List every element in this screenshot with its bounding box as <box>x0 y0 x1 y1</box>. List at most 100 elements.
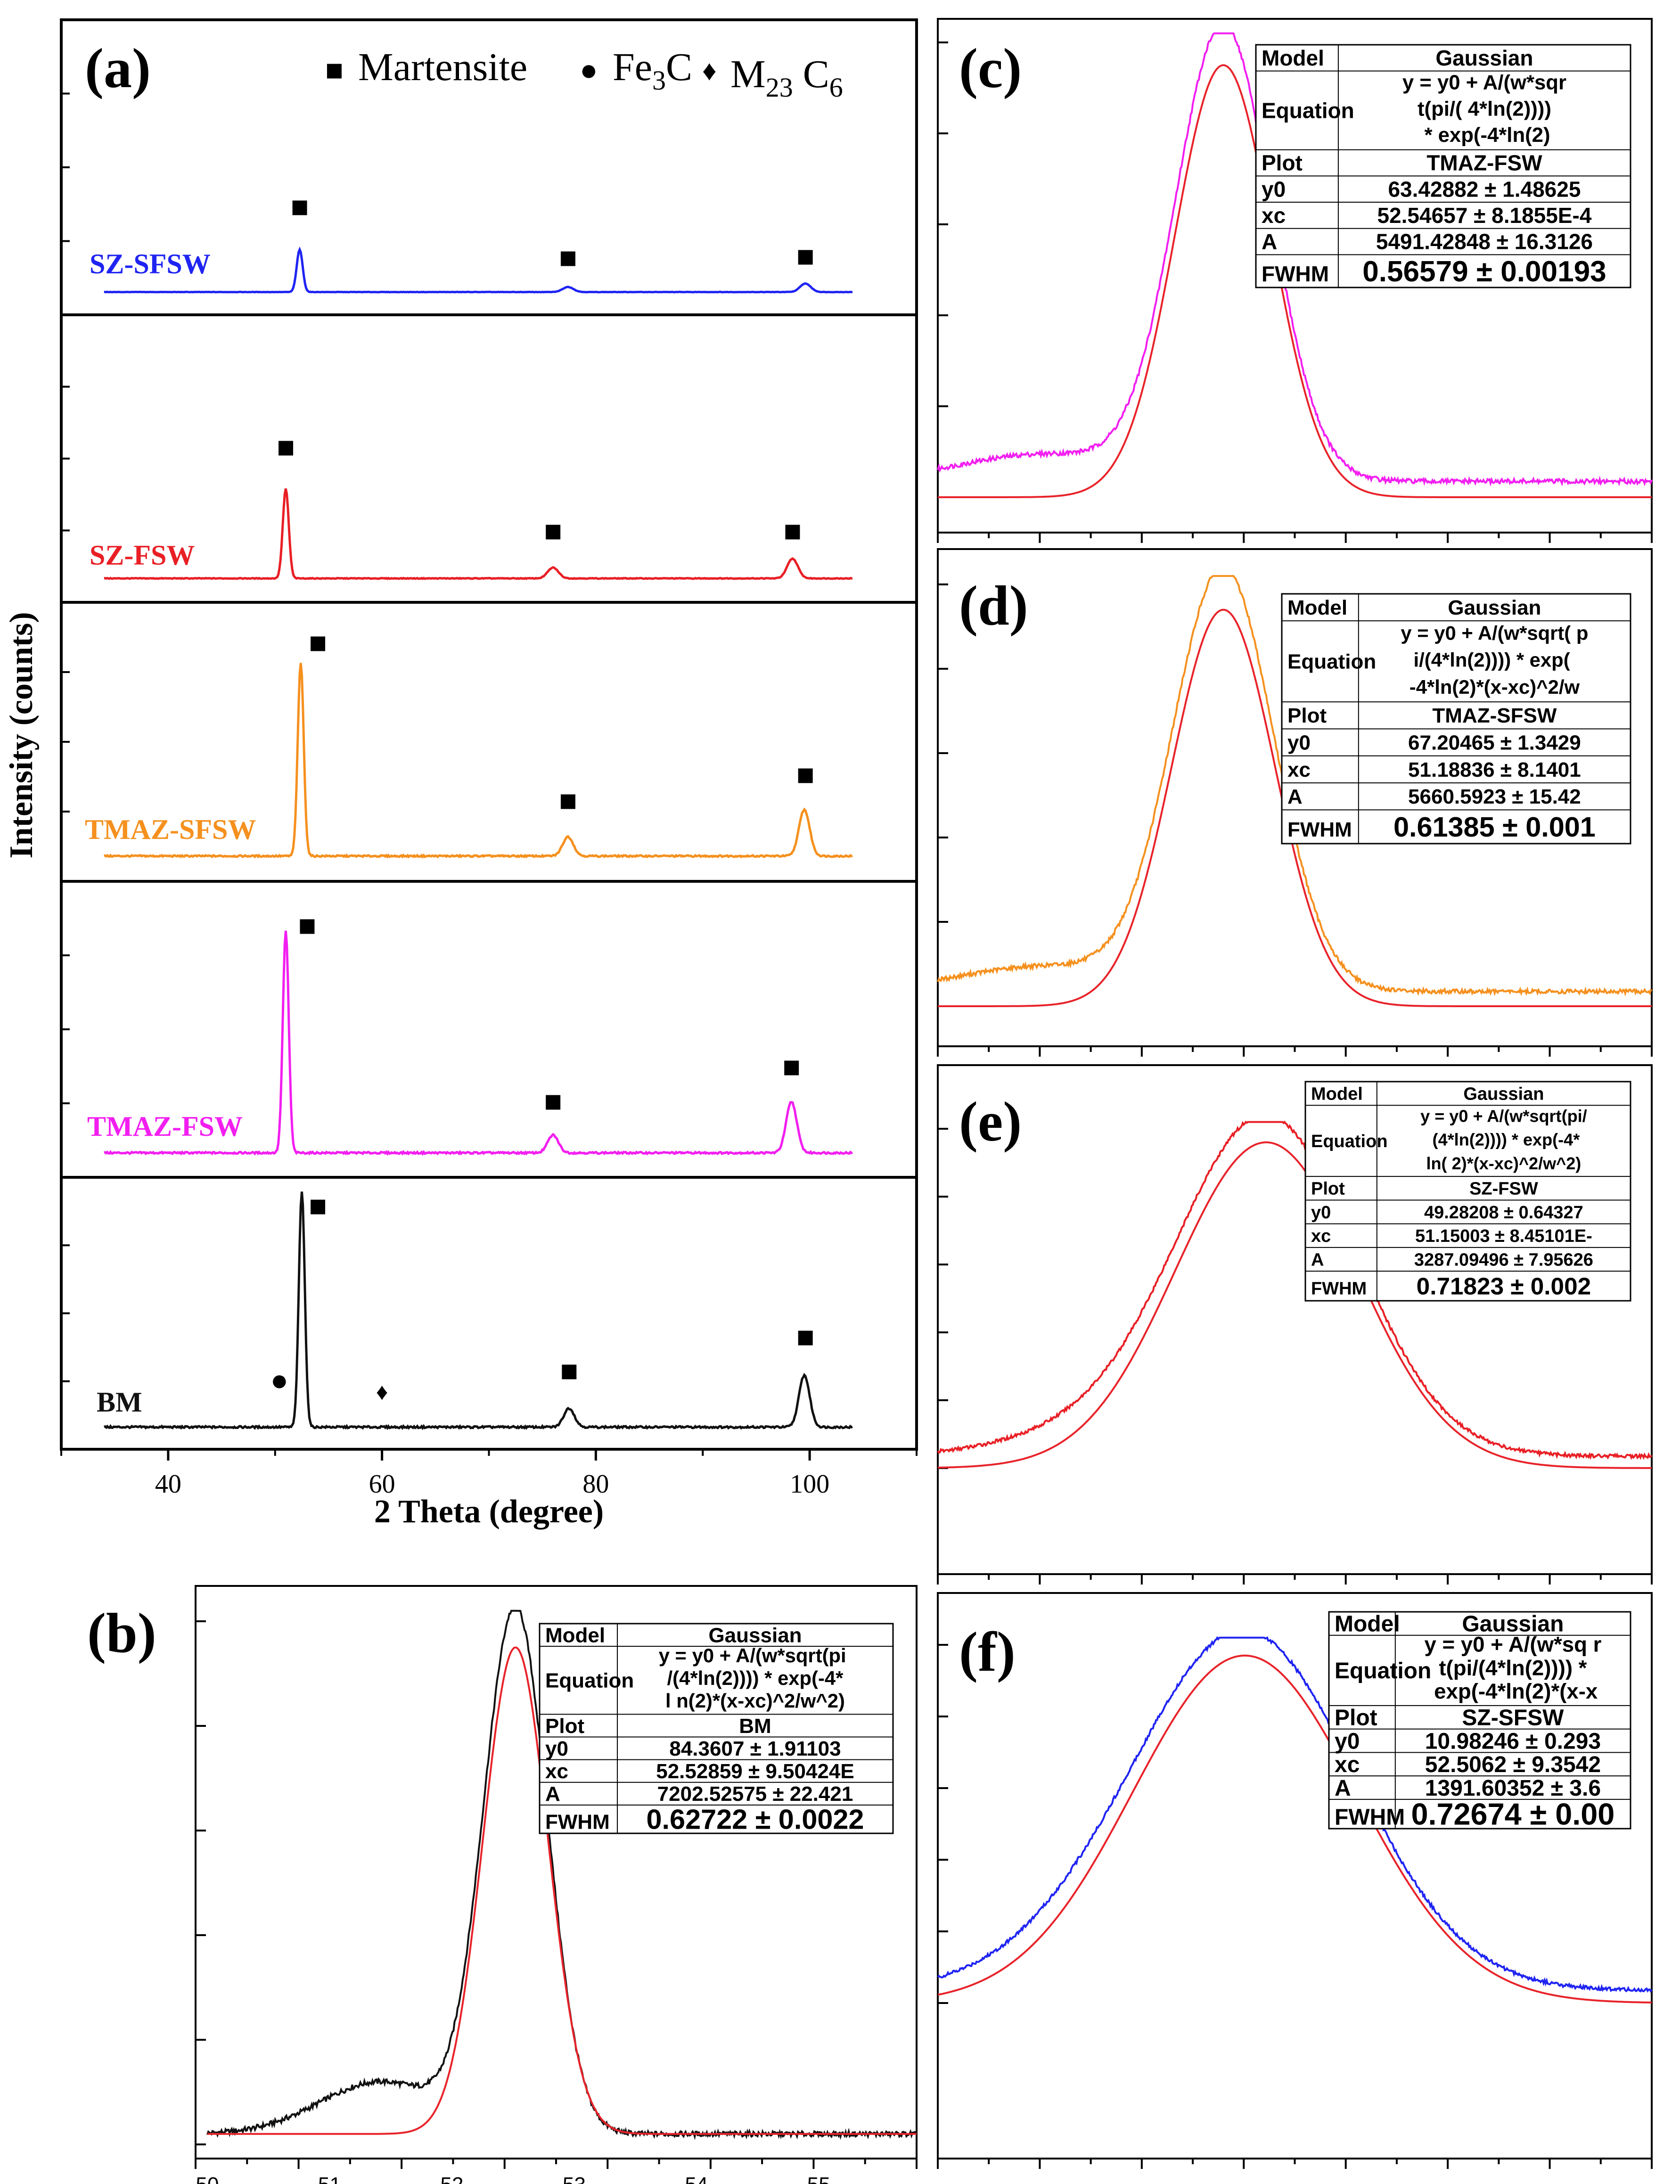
series-label: BM <box>97 1387 142 1418</box>
equation-line: exp(-4*ln(2)*(x-x <box>1428 1679 1598 1703</box>
fit-line <box>938 64 1652 498</box>
peak-marker: ● <box>270 1363 288 1397</box>
table-key: Equation <box>545 1669 634 1692</box>
table-value: 1391.60352 ± 3.6 <box>1425 1776 1601 1801</box>
table-key: Equation <box>1311 1132 1388 1151</box>
x-tick-label: 50 <box>196 2173 219 2184</box>
peak-marker: ■ <box>291 190 309 223</box>
table-value: 67.20465 ± 1.3429 <box>1408 731 1581 755</box>
series-line <box>104 930 853 1156</box>
table-key: Model <box>1311 1084 1363 1104</box>
table-key: y0 <box>1335 1729 1360 1754</box>
table-key: Plot <box>1262 151 1303 175</box>
equation-line: /(4*ln(2)))) * exp(-4* <box>667 1667 844 1689</box>
table-key: FWHM <box>1311 1279 1367 1299</box>
legend-marker: ♦ <box>702 55 717 86</box>
table-key: xc <box>1262 203 1286 228</box>
x-axis-label: 2 Theta (degree) <box>374 1494 604 1530</box>
table-key: Model <box>1335 1612 1400 1637</box>
peak-marker: ■ <box>544 514 562 548</box>
fit-line <box>937 1654 1652 2003</box>
table-key: Equation <box>1262 98 1354 123</box>
fit-table-frame <box>1281 593 1631 845</box>
table-value: Gaussian <box>1448 596 1541 619</box>
table-value: 51.15003 ± 8.45101E- <box>1415 1226 1592 1246</box>
table-value: 0.72674 ± 0.00 <box>1411 1797 1614 1831</box>
legend-sub: 3 <box>652 65 666 96</box>
table-value: 0.61385 ± 0.001 <box>1393 811 1596 843</box>
data-line <box>937 1636 1653 1993</box>
table-key: Plot <box>1287 704 1327 727</box>
equation-line: y = y0 + A/(w*sqrt(pi/ <box>1420 1106 1587 1125</box>
fit-table-frame <box>1328 1611 1631 1830</box>
series-SZ-FSW: SZ-FSW ■ ■ ■ <box>61 386 853 580</box>
table-value: 52.52859 ± 9.50424E <box>656 1760 854 1783</box>
table-value: 84.3607 ± 1.91103 <box>669 1737 841 1760</box>
equation-line: ln( 2)*(x-xc)^2/w^2) <box>1426 1154 1581 1173</box>
panel-label: (c) <box>959 37 1022 99</box>
table-key: xc <box>1311 1226 1331 1246</box>
equation-line: i/(4*ln(2)))) * exp( <box>1414 649 1576 671</box>
table-key: y0 <box>1311 1203 1331 1223</box>
legend-marker: ● <box>580 53 598 87</box>
panel-label: (d) <box>959 574 1028 637</box>
table-value: y = y0 + A/(w*sqr t(pi/( 4*ln(2)))) * exp… <box>1402 71 1566 147</box>
series-TMAZ-FSW: TMAZ-FSW ■ ■ ■ <box>61 909 853 1156</box>
legend-sub: C <box>666 45 692 89</box>
table-key: A <box>1262 230 1277 254</box>
equation-line: t(pi/(4*ln(2)))) * <box>1439 1656 1587 1680</box>
data-line <box>937 32 1653 487</box>
peak-marker: ■ <box>559 241 577 274</box>
peak-marker: ■ <box>309 1189 327 1223</box>
peak-marker: ■ <box>796 758 815 791</box>
table-value: 52.5062 ± 9.3542 <box>1425 1752 1601 1777</box>
table-key: xc <box>545 1760 568 1783</box>
panel-a: 40 60 80 100 2 Theta (degree) Intensity (coun… <box>3 18 918 1530</box>
fit-panel-TMAZ-FSW: (c) Model Gaussian Equation y = y0 + A/(w*sq… <box>937 18 1653 543</box>
y-axis-label: Intensity (counts) <box>3 612 40 858</box>
table-key: Equation <box>1287 650 1376 673</box>
x-tick-label: 52 <box>440 2173 463 2184</box>
table-key: xc <box>1335 1752 1360 1777</box>
fit-panel-TMAZ-SFSW: (d) Model Gaussian Equation y = y0 + A/(w*sq… <box>937 548 1653 1057</box>
table-key: FWHM <box>1262 262 1329 286</box>
data-line <box>937 1120 1653 1461</box>
equation-line: y = y0 + A/(w*sqrt( p <box>1401 622 1588 644</box>
table-value: 5660.5923 ± 15.42 <box>1408 785 1581 808</box>
equation-line: -4*ln(2)*(x-xc)^2/w <box>1410 676 1580 698</box>
panel-label: (e) <box>959 1090 1022 1153</box>
series-line <box>104 488 853 580</box>
series-line <box>104 1191 853 1430</box>
fit-panel-SZ-FSW: (e) Model Gaussian Equation y = y0 + A/(w*sq… <box>937 1064 1653 1585</box>
equation-line: y = y0 + A/(w*sqr <box>1402 71 1566 94</box>
series-label: TMAZ-FSW <box>87 1111 243 1142</box>
fit-line <box>207 1646 917 2135</box>
equation-line: l n(2)*(x-xc)^2/w^2) <box>665 1690 845 1712</box>
table-key: Model <box>545 1624 605 1647</box>
x-tick-label: 40 <box>155 1470 181 1499</box>
table-key: FWHM <box>545 1811 610 1834</box>
table-value: 51.18836 ± 8.1401 <box>1408 758 1581 781</box>
table-value: 52.54657 ± 8.1855E-4 <box>1377 203 1591 228</box>
fit-panel-BM: 50 51 52 53 54 55 (b) Model Gaussian Equation y = … <box>87 1585 918 2184</box>
fit-table-frame <box>1304 1081 1631 1302</box>
table-value: SZ-FSW <box>1469 1179 1538 1199</box>
equation-line: y = y0 + A/(w*sq r <box>1424 1633 1601 1657</box>
series-label: SZ-SFSW <box>90 248 211 279</box>
table-value: 0.56579 ± 0.00193 <box>1362 255 1606 288</box>
table-value: SZ-SFSW <box>1462 1706 1564 1731</box>
table-value: y = y0 + A/(w*sqrt(pi/ (4*ln(2)))) * exp… <box>1420 1106 1587 1173</box>
table-value: 63.42882 ± 1.48625 <box>1388 177 1581 201</box>
equation-line: t(pi/( 4*ln(2)))) <box>1418 97 1551 120</box>
fit-table-frame <box>1255 44 1631 288</box>
panel-a-frame <box>60 18 918 1451</box>
series-SZ-SFSW: SZ-SFSW ■ ■ ■ <box>61 92 853 294</box>
peak-marker: ♦ <box>376 1379 388 1405</box>
table-key: Equation <box>1335 1659 1431 1683</box>
